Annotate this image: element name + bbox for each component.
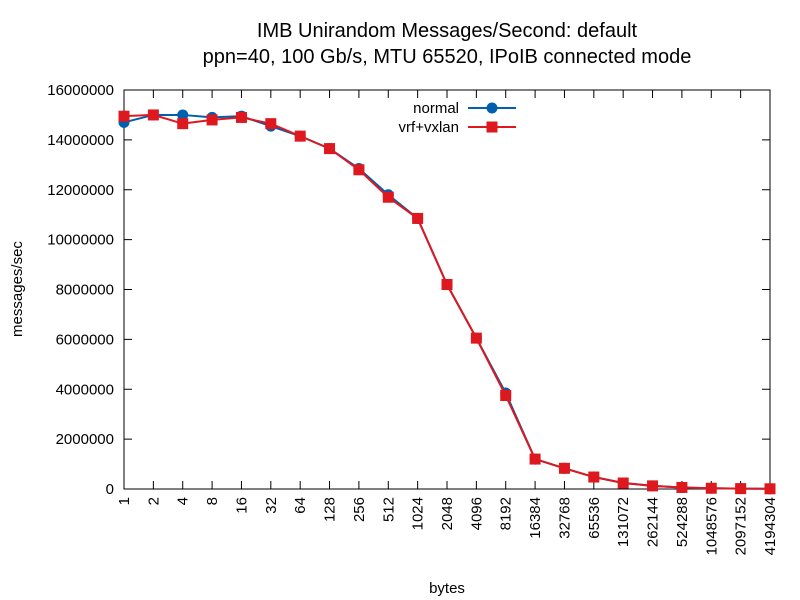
x-axis: 1 2 4 8 16 32 64 128 256 512 1024 2048 4096 8192 16384… [116, 90, 779, 555]
y-tick-label: 4000000 [56, 381, 114, 398]
x-tick-label: 128 [322, 497, 339, 522]
legend-marker [486, 102, 498, 114]
x-tick-label: 131072 [615, 497, 632, 547]
y-tick-label: 16000000 [47, 82, 114, 99]
x-tick-label: 4 [175, 497, 192, 505]
x-tick-label: 8 [204, 497, 221, 505]
y-tick-label: 12000000 [47, 182, 114, 199]
x-tick-label: 1 [116, 497, 133, 505]
x-tick-label: 2 [145, 497, 162, 505]
x-axis-label: bytes [429, 580, 465, 597]
data-point [147, 109, 159, 121]
series-line [123, 113, 771, 490]
data-point [500, 389, 512, 401]
data-point [382, 191, 394, 203]
x-tick-label: 262144 [645, 497, 662, 547]
data-point [647, 480, 659, 492]
data-point [206, 114, 218, 126]
y-tick-label: 14000000 [47, 132, 114, 149]
x-tick-label: 1024 [410, 497, 427, 530]
x-tick-label: 2048 [439, 497, 456, 530]
x-tick-label: 512 [380, 497, 397, 522]
chart-title: IMB Unirandom Messages/Second: default [257, 20, 638, 42]
data-point [558, 462, 570, 474]
series-layer [118, 109, 776, 495]
data-point [118, 110, 130, 122]
y-axis: 0 2000000 4000000 6000000 8000000 10000000 120… [47, 82, 770, 498]
y-axis-label: messages/sec [9, 241, 26, 337]
data-point [265, 118, 277, 130]
data-point [294, 130, 306, 142]
legend-label: normal [413, 100, 459, 117]
x-tick-label: 8192 [498, 497, 515, 530]
data-point [764, 483, 776, 495]
data-point [617, 477, 629, 489]
y-tick-label: 8000000 [56, 282, 114, 299]
series-line [123, 113, 771, 490]
data-point [441, 279, 453, 291]
x-tick-label: 1048576 [703, 497, 720, 555]
series-normal [118, 109, 776, 495]
data-point [412, 212, 424, 224]
x-tick-label: 256 [351, 497, 368, 522]
x-tick-label: 2097152 [733, 497, 750, 555]
data-point [353, 164, 365, 176]
data-point [588, 471, 600, 483]
legend-marker [486, 121, 498, 133]
legend: normal vrf+vxlan [399, 100, 516, 136]
x-tick-label: 32 [263, 497, 280, 514]
x-tick-label: 4194304 [762, 497, 779, 555]
data-point [177, 109, 189, 121]
x-tick-label: 64 [292, 497, 309, 514]
data-point [529, 453, 541, 465]
y-tick-label: 2000000 [56, 431, 114, 448]
x-tick-label: 16 [233, 497, 250, 514]
chart-subtitle: ppn=40, 100 Gb/s, MTU 65520, IPoIB conne… [203, 46, 692, 68]
data-point [235, 111, 247, 123]
legend-label: vrf+vxlan [399, 119, 459, 136]
data-point [470, 332, 482, 344]
x-tick-label: 65536 [586, 497, 603, 539]
x-tick-label: 524288 [674, 497, 691, 547]
data-point [676, 481, 688, 493]
x-tick-label: 16384 [527, 497, 544, 539]
data-point [324, 143, 336, 155]
data-point [177, 118, 189, 130]
y-tick-label: 10000000 [47, 232, 114, 249]
data-point [705, 482, 717, 494]
series-vrf-vxlan [118, 109, 776, 495]
x-tick-label: 4096 [468, 497, 485, 530]
y-tick-label: 6000000 [56, 331, 114, 348]
x-tick-label: 32768 [556, 497, 573, 539]
data-point [735, 483, 747, 495]
y-tick-label: 0 [106, 481, 114, 498]
